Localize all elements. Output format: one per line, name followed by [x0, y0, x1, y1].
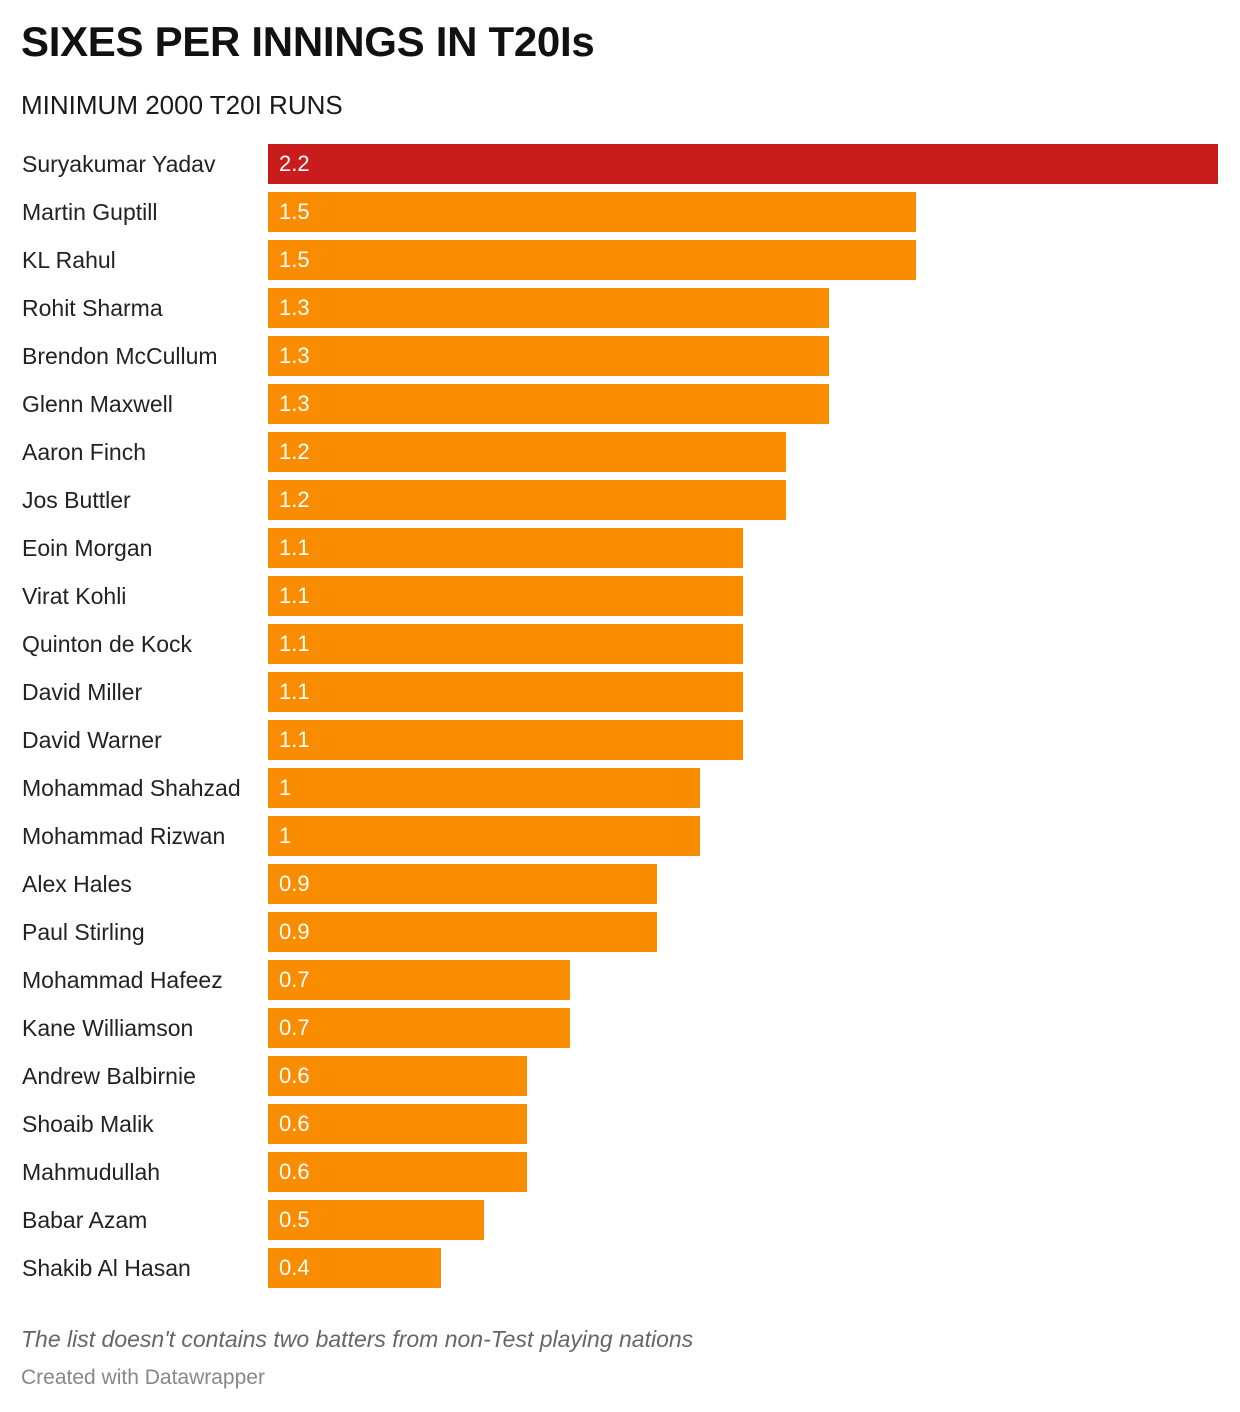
bar-value-label: 0.6 [279, 1159, 310, 1184]
bar [268, 1152, 527, 1192]
bar [268, 960, 570, 1000]
bar-category-label: Rohit Sharma [22, 295, 163, 321]
bar-category-label: Suryakumar Yadav [22, 151, 216, 177]
bar-value-label: 0.6 [279, 1063, 310, 1088]
bar-value-label: 1 [279, 775, 292, 800]
bar [268, 864, 657, 904]
bar-category-label: Quinton de Kock [22, 631, 193, 657]
bar [268, 528, 743, 568]
bar-value-label: 1.3 [279, 295, 310, 320]
chart-credit: Created with Datawrapper [21, 1366, 265, 1389]
chart-title: SIXES PER INNINGS IN T20Is [21, 18, 595, 65]
bar-category-label: Mohammad Shahzad [22, 775, 241, 801]
bar [268, 1248, 441, 1288]
bar-value-label: 0.6 [279, 1111, 310, 1136]
bar [268, 672, 743, 712]
bar-category-label: Paul Stirling [22, 919, 145, 945]
bar-value-label: 1.2 [279, 487, 310, 512]
bar-value-label: 1.1 [279, 583, 310, 608]
bar-category-label: Mohammad Rizwan [22, 823, 226, 849]
bar-value-label: 1 [279, 823, 292, 848]
bar-category-label: Andrew Balbirnie [22, 1063, 196, 1089]
bar-category-label: David Miller [22, 679, 143, 705]
bar [268, 240, 916, 280]
bar [268, 192, 916, 232]
bar-category-label: Mohammad Hafeez [22, 967, 223, 993]
bar-value-label: 0.4 [279, 1255, 310, 1280]
bar-category-label: David Warner [22, 727, 162, 753]
bar-category-label: Aaron Finch [22, 439, 147, 465]
bar-value-label: 1.3 [279, 343, 310, 368]
bar-value-label: 0.7 [279, 1015, 310, 1040]
bar [268, 576, 743, 616]
bar-category-label: Shakib Al Hasan [22, 1255, 191, 1281]
bar [268, 1008, 570, 1048]
bar-category-label: Glenn Maxwell [22, 391, 173, 417]
bar-value-label: 1.1 [279, 535, 310, 560]
chart-subtitle: MINIMUM 2000 T20I RUNS [21, 90, 343, 120]
bar [268, 1200, 484, 1240]
bar-category-label: Kane Williamson [22, 1015, 194, 1041]
bar-category-label: Martin Guptill [22, 199, 158, 225]
bar-category-label: Mahmudullah [22, 1159, 161, 1185]
bar [268, 1056, 527, 1096]
bar [268, 336, 829, 376]
bar-value-label: 0.9 [279, 871, 310, 896]
bar-value-label: 2.2 [279, 151, 310, 176]
bar [268, 480, 786, 520]
bar-value-label: 1.1 [279, 727, 310, 752]
bar-value-label: 0.7 [279, 967, 310, 992]
bar [268, 720, 743, 760]
bar-value-label: 1.5 [279, 247, 310, 272]
bar [268, 624, 743, 664]
bar-value-label: 1.2 [279, 439, 310, 464]
bar-category-label: KL Rahul [22, 247, 116, 273]
bar-category-label: Jos Buttler [22, 487, 131, 513]
bar [268, 912, 657, 952]
bar-category-label: Babar Azam [22, 1207, 148, 1233]
bar-category-label: Brendon McCullum [22, 343, 218, 369]
bar-category-label: Virat Kohli [22, 583, 127, 609]
bar [268, 1104, 527, 1144]
bar-value-label: 0.5 [279, 1207, 310, 1232]
bar [268, 384, 829, 424]
bar-category-label: Alex Hales [22, 871, 132, 897]
bar-value-label: 1.1 [279, 679, 310, 704]
bar-category-label: Shoaib Malik [22, 1111, 154, 1137]
bar-value-label: 1.5 [279, 199, 310, 224]
bar-value-label: 0.9 [279, 919, 310, 944]
bar-category-label: Eoin Morgan [22, 535, 153, 561]
bar [268, 288, 829, 328]
bar [268, 768, 700, 808]
bar [268, 432, 786, 472]
bar [268, 144, 1218, 184]
chart-note: The list doesn't contains two batters fr… [21, 1326, 694, 1352]
bar-value-label: 1.3 [279, 391, 310, 416]
bar-value-label: 1.1 [279, 631, 310, 656]
bar [268, 816, 700, 856]
